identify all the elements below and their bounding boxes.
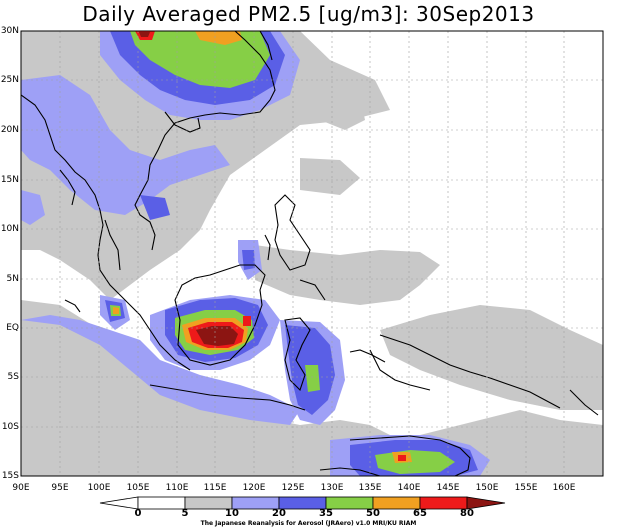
lon-label-90e: 90E [12,483,30,493]
lat-label-eq: EQ [6,323,19,333]
lon-label-120e: 120E [242,483,266,493]
lat-label-30n: 30N [0,26,19,36]
colorbar-label-35: 35 [319,508,333,519]
lon-label-150e: 150E [475,483,499,493]
lon-label-125e: 125E [281,483,305,493]
colorbar-label-5: 5 [181,508,189,519]
colorbar-label-80: 80 [460,508,474,519]
colorbar-arrow-right [466,496,506,510]
lat-label-20n: 20N [0,125,19,135]
colorbar [99,496,506,510]
gridlines [21,31,603,476]
lat-label-10n: 10N [0,224,19,234]
lon-label-115e: 115E [203,483,227,493]
colorbar-label-0: 0 [134,508,142,519]
map-title: Daily Averaged PM2.5 [ug/m3]: 30Sep2013 [82,2,535,26]
lon-label-155e: 155E [514,483,538,493]
map-frame [20,30,604,477]
credit-line: The Japanese Reanalysis for Aerosol (JRA… [200,520,417,527]
lon-label-130e: 130E [320,483,344,493]
lat-label-5n: 5N [6,274,19,284]
lat-label-25n: 25N [0,75,19,85]
lat-label-5s: 5S [7,372,19,382]
lon-label-160e: 160E [552,483,576,493]
lon-label-110e: 110E [165,483,189,493]
lon-label-135e: 135E [358,483,382,493]
coastlines [21,31,599,476]
colorbar-label-50: 50 [366,508,380,519]
colorbar-label-65: 65 [413,508,427,519]
lon-label-100e: 100E [87,483,111,493]
pm25-fields [21,31,603,476]
lat-label-10s: 10S [1,422,19,432]
lat-label-15n: 15N [0,175,19,185]
colorbar-label-10: 10 [225,508,239,519]
lon-label-145e: 145E [436,483,460,493]
colorbar-label-20: 20 [272,508,286,519]
lon-label-140e: 140E [397,483,421,493]
lat-label-15s: 15S [1,471,19,481]
lon-label-105e: 105E [126,483,150,493]
lon-label-95e: 95E [51,483,69,493]
